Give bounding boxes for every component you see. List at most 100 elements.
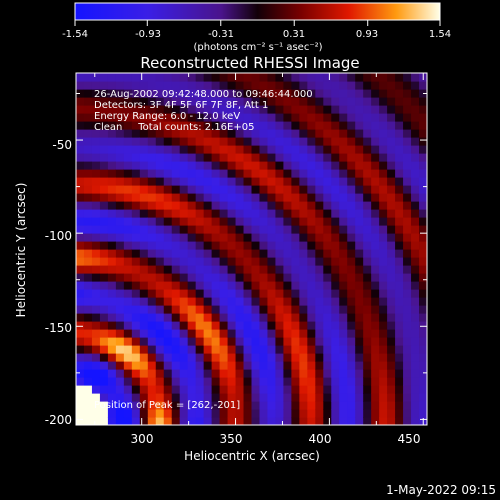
heatmap-cell [155,217,165,226]
heatmap-cell [83,225,93,234]
heatmap-cell [163,153,173,162]
heatmap-cell [171,265,181,274]
heatmap-cell [339,305,348,314]
heatmap-cell [171,169,181,178]
heatmap-cell [123,105,133,114]
heatmap-cell [243,409,253,418]
heatmap-cell [171,305,181,314]
heatmap-cell [211,353,221,362]
heatmap-cell [83,313,93,322]
heatmap-cell [275,185,285,194]
heatmap-cell [91,217,101,226]
heatmap-cell [99,265,109,274]
heatmap-cell [411,313,420,322]
heatmap-cell [99,289,109,298]
heatmap-cell [219,281,229,290]
heatmap-cell [115,409,125,418]
heatmap-cell [411,249,420,258]
heatmap-cell [347,105,356,114]
heatmap-cell [339,321,348,330]
heatmap-cell [235,185,245,194]
heatmap-cell [275,241,285,250]
heatmap-cell [275,81,285,90]
heatmap-cell [347,313,356,322]
heatmap-cell [211,401,221,410]
heatmap-cell [283,345,292,354]
heatmap-cell [307,81,316,90]
heatmap-cell [243,313,253,322]
heatmap-cell [355,313,364,322]
heatmap-cell [227,273,237,282]
heatmap-cell [403,241,412,250]
heatmap-cell [323,329,332,338]
heatmap-cell [99,105,109,114]
heatmap-cell [139,153,149,162]
x-tick-label: 400 [309,432,332,446]
heatmap-cell [147,353,157,362]
heatmap-cell [83,145,93,154]
heatmap-cell [195,353,205,362]
heatmap-cell [123,169,133,178]
heatmap-cell [347,345,356,354]
heatmap-cell [283,89,292,98]
heatmap-cell [403,113,412,122]
heatmap-cell [155,81,165,90]
heatmap-cell [243,129,253,138]
heatmap-cell [347,225,356,234]
heatmap-cell [307,217,316,226]
heatmap-cell [283,137,292,146]
heatmap-cell [323,97,332,106]
heatmap-cell [395,185,404,194]
heatmap-cell [411,145,420,154]
heatmap-cell [347,137,356,146]
heatmap-cell [371,313,380,322]
heatmap-cell [315,153,324,162]
heatmap-cell [107,73,117,82]
heatmap-cell [259,161,269,170]
heatmap-cell [155,337,165,346]
heatmap-cell [107,345,117,354]
heatmap-cell [395,409,404,418]
heatmap-cell [283,337,292,346]
heatmap-cell [195,169,205,178]
heatmap-cell [275,289,285,298]
heatmap-cell [419,345,427,354]
heatmap-cell [251,73,261,82]
heatmap-cell [99,257,109,266]
y-axis-label: Heliocentric Y (arcsec) [14,183,28,318]
heatmap-cell [291,377,300,386]
heatmap-cell [371,289,380,298]
heatmap-cell [363,233,372,242]
heatmap-cell [243,377,253,386]
heatmap-cell [76,353,85,362]
heatmap-cell [275,89,285,98]
heatmap-cell [339,257,348,266]
heatmap-cell [283,241,292,250]
heatmap-cell [323,401,332,410]
heatmap-cell [291,145,300,154]
heatmap-cell [307,305,316,314]
heatmap-cell [76,185,85,194]
heatmap-cell [179,289,189,298]
heatmap-cell [291,185,300,194]
heatmap-cell [171,129,181,138]
heatmap-cell [339,377,348,386]
heatmap-cell [131,249,141,258]
heatmap-cell [107,409,117,418]
heatmap-cell [219,289,229,298]
heatmap-cell [379,241,388,250]
heatmap-cell [259,193,269,202]
heatmap-cell [259,121,269,130]
heatmap-cell [115,401,125,410]
heatmap-cell [219,257,229,266]
heatmap-cell [235,73,245,82]
heatmap-cell [163,369,173,378]
heatmap-cell [235,209,245,218]
heatmap-cell [147,105,157,114]
heatmap-cell [299,177,308,186]
heatmap-cell [227,153,237,162]
heatmap-cell [227,385,237,394]
heatmap-cell [291,249,300,258]
heatmap-cell [123,297,133,306]
heatmap-cell [195,337,205,346]
